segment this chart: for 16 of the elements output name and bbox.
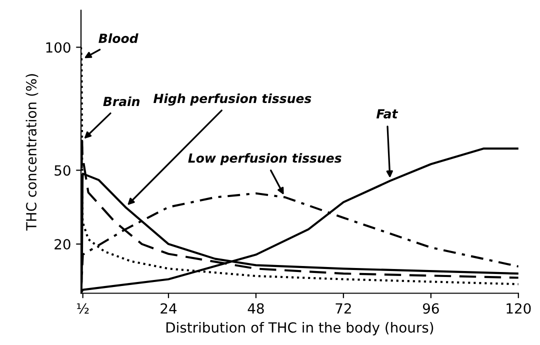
y-tick-label: 20 — [54, 239, 70, 250]
x-axis-title: Distribution of THC in the body (hours) — [166, 322, 434, 336]
annotation: Fat — [376, 109, 398, 119]
annotation: Brain — [103, 96, 140, 106]
annotation: Blood — [98, 33, 138, 44]
x-tick-label: 120 — [506, 303, 531, 314]
annotation: High perfusion tissues — [154, 93, 312, 106]
x-tick-label: 24 — [160, 303, 177, 314]
x-tick-label: 72 — [336, 303, 351, 314]
y-tick-label: 50 — [54, 165, 70, 176]
y-tick-label: 100 — [46, 42, 70, 53]
y-axis-title: THC concentration (%) — [26, 74, 38, 231]
x-tick-label: 48 — [248, 303, 264, 314]
x-tick-label: 96 — [422, 303, 439, 314]
annotation: Low perfusion tissues — [188, 153, 342, 166]
x-tick-label: ½ — [77, 303, 89, 314]
